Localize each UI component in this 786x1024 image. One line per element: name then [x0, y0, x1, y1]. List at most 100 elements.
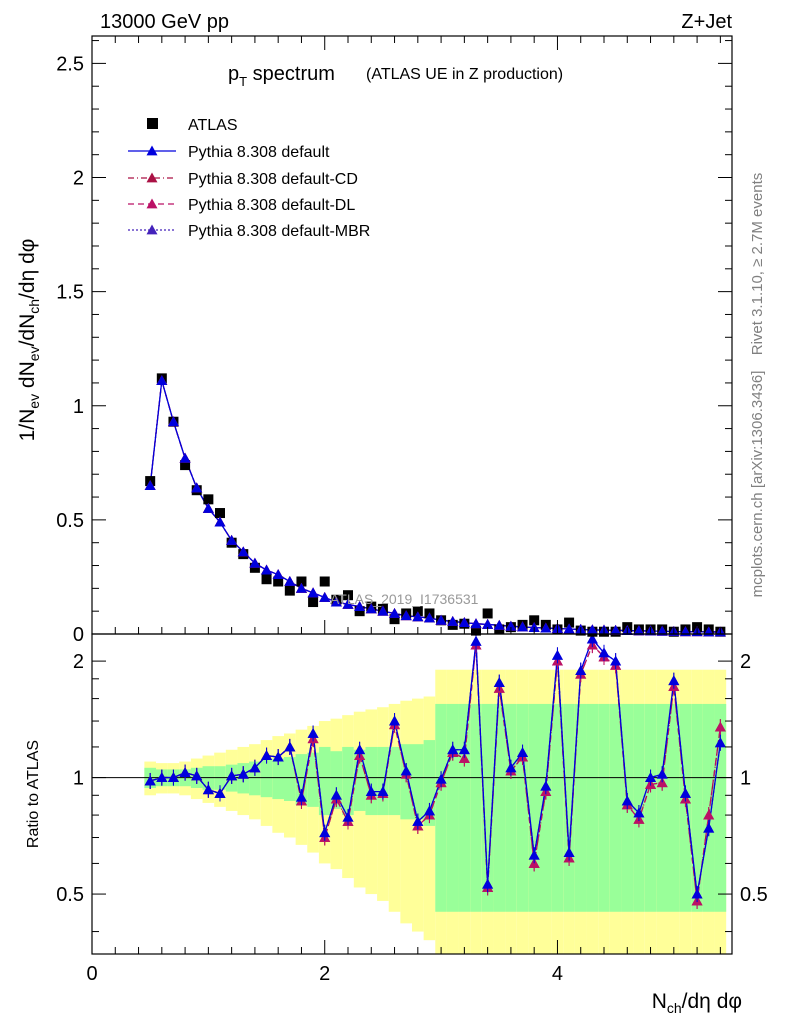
inner-band: [435, 703, 447, 912]
x-tick-label: 4: [552, 963, 563, 985]
ratio-point: [354, 744, 366, 755]
mc-point: [284, 576, 296, 586]
mc-point: [261, 564, 273, 575]
ratio-point: [598, 647, 610, 658]
ratio-point: [330, 789, 342, 800]
data-point: [180, 460, 191, 471]
plot-title-note: (ATLAS UE in Z production): [366, 66, 563, 83]
ratio-point: [563, 847, 575, 857]
data-point: [273, 576, 284, 587]
inner-band: [260, 760, 273, 798]
mc-point: [586, 624, 598, 635]
mc-point: [400, 610, 412, 621]
inner-band: [574, 703, 587, 912]
mc-point: [272, 569, 284, 580]
mc-point: [540, 622, 552, 633]
data-point: [261, 574, 272, 585]
x-tick-label: 0: [86, 963, 97, 985]
legend-marker-triangle: [146, 224, 158, 235]
data-point: [471, 625, 481, 636]
data-point: [354, 606, 365, 617]
ratio-point: [714, 737, 726, 748]
inner-band: [470, 703, 482, 912]
data-point: [308, 597, 319, 608]
ratio-point: [144, 775, 156, 786]
inner-band: [330, 751, 343, 809]
inner-band: [481, 703, 494, 912]
ratio-point: [412, 816, 424, 826]
mc-point: [179, 452, 191, 463]
inner-band: [342, 746, 354, 816]
ratio-point: [167, 772, 179, 782]
ratio-point: [400, 765, 412, 776]
data-point: [389, 614, 400, 625]
mc-point: [493, 619, 505, 630]
ratio-point: [272, 751, 284, 762]
mc-point: [330, 596, 342, 607]
ratio-point: [214, 787, 226, 798]
inner-band: [668, 703, 680, 912]
mc-point: [458, 617, 470, 627]
mc-point: [156, 375, 168, 386]
inner-band: [551, 703, 564, 912]
inner-band: [458, 703, 471, 912]
ratio-point: [458, 744, 470, 755]
mc-point: [342, 598, 354, 609]
mc-point: [354, 601, 366, 612]
mc-point: [191, 482, 203, 493]
mc-point: [295, 582, 307, 593]
mc-point: [389, 607, 401, 618]
legend-label: Pythia 8.308 default-CD: [188, 171, 358, 188]
top-ylabel: 1/Nev dNev/dNch/dη dφ: [16, 239, 42, 442]
data-point: [296, 576, 307, 587]
mc-point: [167, 416, 179, 427]
ratio-point: [307, 727, 319, 738]
legend-label: ATLAS: [188, 117, 238, 134]
mc-point: [423, 612, 435, 623]
ratio-markers: [144, 631, 726, 909]
ratio-point: [621, 795, 633, 806]
mc-point: [610, 624, 622, 635]
data-point: [203, 494, 214, 505]
inner-band: [249, 761, 261, 796]
ratio-bands: [144, 669, 727, 954]
inner-band: [563, 703, 575, 912]
inner-band: [540, 703, 552, 912]
ratio-point: [249, 762, 261, 773]
ratio-ylabel: Ratio to ATLAS: [25, 740, 42, 848]
ratio-point: [505, 762, 517, 773]
ratio-point: [284, 741, 296, 752]
mc-point: [470, 618, 482, 629]
ratio-tick-label: 2: [73, 651, 84, 673]
mc-point: [633, 625, 645, 636]
inner-band: [516, 703, 529, 912]
ratio-tick-label: 0.5: [56, 884, 84, 906]
ratio-point: [377, 786, 389, 796]
data-point: [249, 562, 260, 573]
ratio-point: [423, 805, 435, 816]
legend-marker-triangle: [146, 198, 158, 209]
ratio-point: [610, 655, 622, 666]
inner-band: [377, 746, 389, 816]
mc-point: [214, 516, 226, 527]
ratio-point: [482, 878, 494, 889]
mc-point: [435, 614, 447, 625]
mcplots-label: mcplots.cern.ch [arXiv:1306.3436]: [749, 371, 766, 598]
plot-title: pT spectrum: [228, 63, 335, 89]
ratio-point: [656, 768, 668, 779]
ratio-point: [586, 633, 598, 644]
ratio-point: [633, 807, 645, 818]
mc-point: [365, 603, 377, 614]
ratio-point: [458, 753, 470, 763]
ratio-point: [551, 649, 563, 660]
ratio-tick-label: 0.5: [740, 884, 768, 906]
data-point: [284, 585, 295, 596]
inner-band: [446, 703, 459, 912]
top-plot-area: [92, 36, 732, 634]
mc-point: [307, 587, 319, 598]
ratio-frame: [91, 633, 733, 955]
data-point: [529, 615, 540, 626]
x-tick-label: 2: [319, 963, 330, 985]
mc-point: [202, 502, 214, 513]
ratio-tick-label: 1: [73, 768, 84, 790]
